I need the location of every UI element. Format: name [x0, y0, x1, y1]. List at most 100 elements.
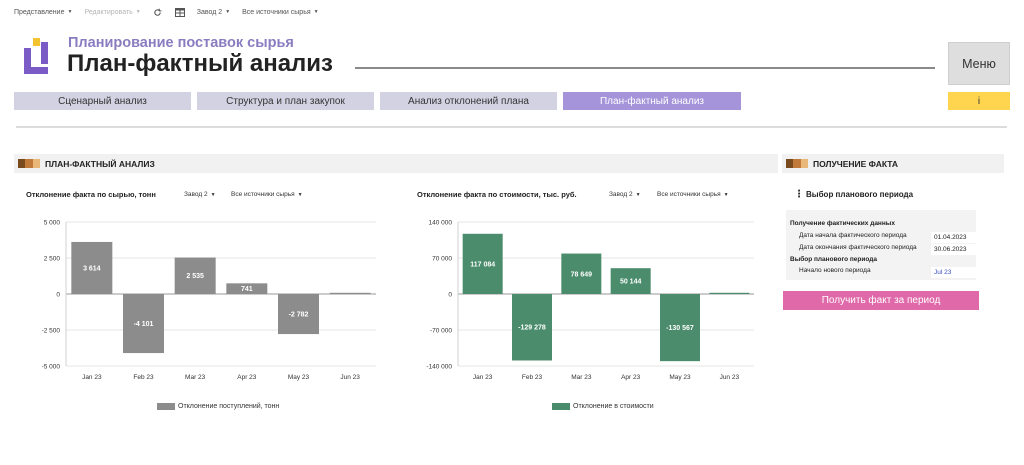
x-tick-label: May 23	[288, 374, 310, 381]
bar[interactable]	[329, 292, 371, 294]
bar-data-label: 78 649	[571, 271, 593, 278]
bar[interactable]	[462, 233, 503, 294]
bar-data-label: 50 144	[620, 279, 642, 286]
chevron-down-icon: ▼	[225, 9, 231, 15]
y-tick-label: -2 500	[42, 328, 61, 335]
y-tick-label: 0	[448, 292, 452, 299]
toolbar: Представление ▼ Редактировать ▼ Завод 2 ▼ В…	[14, 6, 319, 18]
app-logo	[22, 38, 54, 76]
plant-dropdown[interactable]: Завод 2 ▼	[197, 9, 230, 16]
fact-section-title: ПОЛУЧЕНИЕ ФАКТА	[813, 158, 899, 169]
y-tick-label: 70 000	[432, 256, 452, 263]
chevron-down-icon: ▼	[135, 9, 141, 15]
y-tick-label: 140 000	[429, 220, 453, 227]
x-tick-label: Feb 23	[133, 374, 154, 381]
legend-label: Отклонение в стоимости	[573, 403, 654, 410]
legend-label: Отклонение поступлений, тонн	[178, 403, 280, 410]
bar[interactable]	[226, 283, 268, 294]
info-button[interactable]: i	[948, 92, 1010, 110]
view-dropdown[interactable]: Представление ▼	[14, 9, 72, 16]
x-tick-label: Jun 23	[720, 374, 740, 381]
chart-cost-source-filter[interactable]: Все источники сырья ▼	[657, 191, 729, 198]
x-tick-label: Feb 23	[522, 374, 543, 381]
menu-button[interactable]: Меню	[948, 42, 1010, 85]
chevron-down-icon: ▼	[635, 192, 641, 198]
table-icon[interactable]	[174, 7, 185, 17]
new-period-value[interactable]: Jul 23	[931, 267, 976, 278]
section-swatch-icon	[786, 159, 808, 168]
source-filter-label: Все источники сырья	[231, 191, 295, 198]
tab-plan-deviation[interactable]: Анализ отклонений плана	[380, 92, 557, 110]
bar[interactable]	[278, 294, 319, 335]
bar[interactable]	[174, 257, 216, 294]
bar[interactable]	[660, 294, 700, 362]
tabs-divider	[16, 126, 1007, 128]
view-label: Представление	[14, 8, 65, 16]
chart-cost-title: Отклонение факта по стоимости, тыс. руб.	[417, 190, 577, 199]
tab-purchase-structure[interactable]: Структура и план закупок	[197, 92, 374, 110]
plant-value: Завод 2	[196, 8, 223, 16]
bar[interactable]	[123, 294, 164, 354]
chart-cost-plant-filter[interactable]: Завод 2 ▼	[609, 191, 641, 198]
bar-data-label: 2 535	[186, 273, 204, 280]
chevron-down-icon: ▼	[67, 9, 73, 15]
chevron-down-icon: ▼	[723, 192, 729, 198]
bar-data-label: 741	[241, 286, 253, 293]
bar[interactable]	[610, 268, 651, 294]
source-dropdown[interactable]: Все источники сырья ▼	[242, 9, 318, 16]
start-date-value[interactable]: 01.04.2023	[931, 232, 976, 243]
title-divider	[355, 67, 935, 69]
x-tick-label: Apr 23	[621, 374, 641, 381]
chart-tons-legend: Отклонение поступлений, тонн	[157, 403, 279, 410]
bar[interactable]	[512, 294, 552, 361]
x-tick-label: Apr 23	[237, 374, 257, 381]
x-tick-label: Jan 23	[82, 374, 102, 381]
tab-scenario-analysis[interactable]: Сценарный анализ	[14, 92, 191, 110]
x-tick-label: May 23	[669, 374, 691, 381]
period-table: Получение фактических данных Дата начала…	[786, 210, 976, 280]
start-date-label: Дата начала фактического периода	[799, 232, 907, 239]
refresh-icon[interactable]	[153, 7, 163, 17]
legend-swatch	[157, 403, 175, 410]
chart-cost-legend: Отклонение в стоимости	[552, 403, 654, 410]
y-tick-label: -5 000	[42, 364, 61, 371]
bar[interactable]	[561, 253, 602, 294]
x-tick-label: Jan 23	[473, 374, 493, 381]
chart-tons-plant-filter[interactable]: Завод 2 ▼	[184, 191, 216, 198]
end-date-label: Дата окончания фактического периода	[799, 244, 917, 251]
get-fact-button[interactable]: Получить факт за период	[783, 291, 979, 310]
bar[interactable]	[71, 241, 113, 294]
source-value: Все источники сырья	[242, 8, 311, 16]
app-subtitle: Планирование поставок сырья	[68, 35, 294, 51]
chart-tons-source-filter[interactable]: Все источники сырья ▼	[231, 191, 303, 198]
bar-data-label: -4 101	[134, 321, 154, 328]
section-swatch-icon	[18, 159, 40, 168]
bar-data-label: -130 567	[666, 325, 694, 332]
analysis-section-header: ПЛАН-ФАКТНЫЙ АНАЛИЗ	[14, 154, 778, 173]
edit-label: Редактировать	[84, 8, 133, 16]
y-tick-label: -70 000	[430, 328, 452, 335]
chart-tons-title: Отклонение факта по сырью, тонн	[26, 190, 156, 199]
chevron-down-icon: ▼	[313, 9, 319, 15]
plant-filter-label: Завод 2	[609, 191, 633, 198]
chevron-down-icon: ▼	[297, 192, 303, 198]
actual-group-label: Получение фактических данных	[790, 220, 895, 227]
kebab-menu-icon[interactable]: ⋮	[794, 189, 804, 200]
legend-swatch	[552, 403, 570, 410]
bar[interactable]	[709, 292, 750, 294]
y-tick-label: 2 500	[44, 256, 61, 263]
bar-data-label: 3 614	[83, 265, 101, 272]
tab-plan-fact[interactable]: План-фактный анализ	[563, 92, 741, 110]
new-period-label: Начало нового периода	[799, 267, 871, 274]
plant-filter-label: Завод 2	[184, 191, 208, 198]
x-tick-label: Mar 23	[185, 374, 206, 381]
plan-group-label: Выбор планового периода	[790, 256, 877, 263]
bar-data-label: -2 782	[289, 312, 309, 319]
source-filter-label: Все источники сырья	[657, 191, 721, 198]
end-date-value[interactable]: 30.06.2023	[931, 244, 976, 255]
y-tick-label: 5 000	[44, 220, 61, 227]
edit-dropdown[interactable]: Редактировать ▼	[84, 9, 140, 16]
fact-section-header: ПОЛУЧЕНИЕ ФАКТА	[782, 154, 1004, 173]
chevron-down-icon: ▼	[210, 192, 216, 198]
